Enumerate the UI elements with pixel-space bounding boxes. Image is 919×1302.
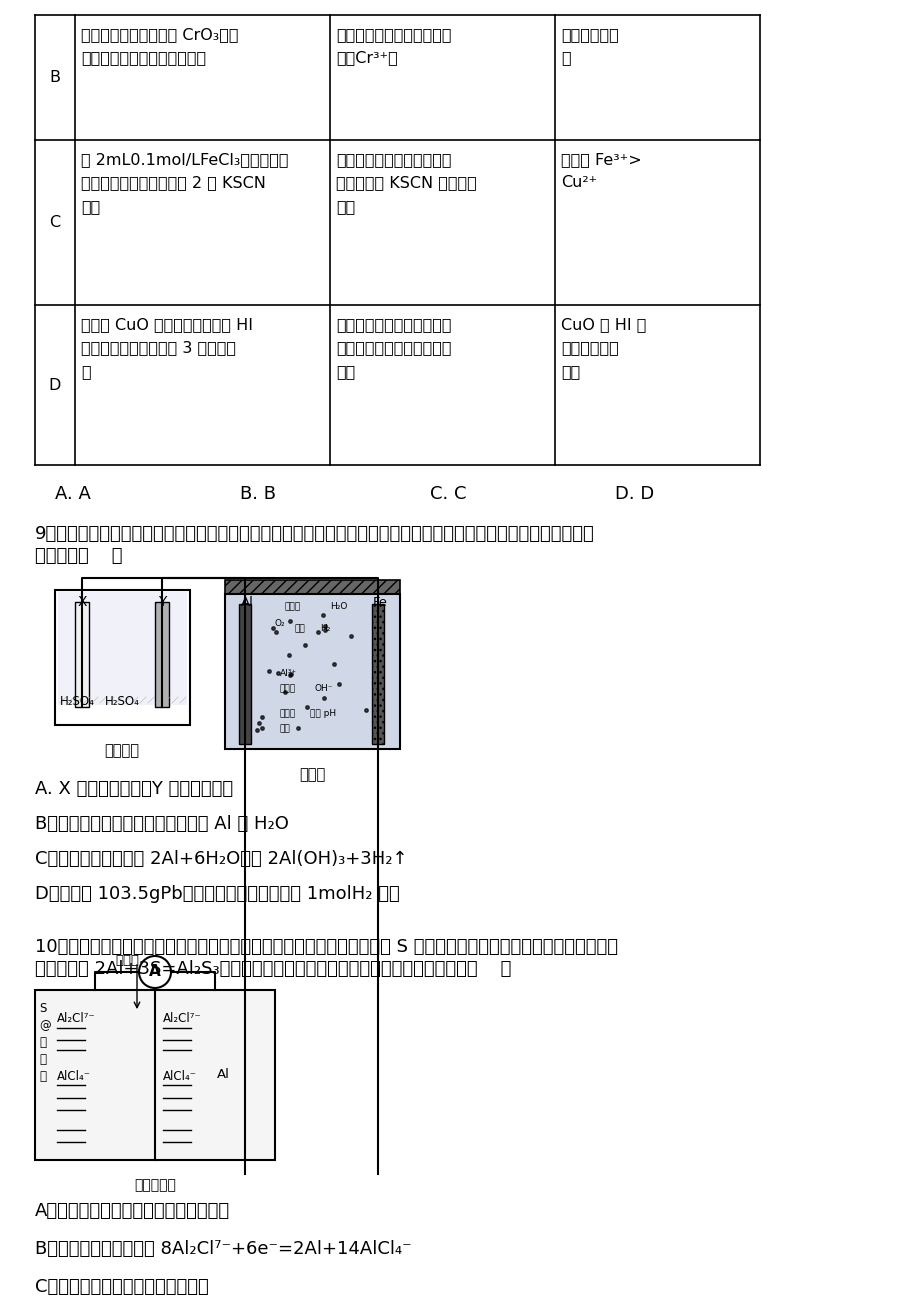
Text: O₂: O₂ <box>275 618 285 628</box>
Text: 污染物: 污染物 <box>279 710 296 717</box>
Text: 电解液: 电解液 <box>115 954 139 967</box>
Bar <box>75 602 89 707</box>
Text: Al³⁺: Al³⁺ <box>279 669 297 678</box>
Text: D: D <box>49 378 62 392</box>
Bar <box>225 594 400 749</box>
Text: 离子交换膜: 离子交换膜 <box>134 1178 176 1193</box>
Text: B．充电时，阴极反应为 8Al₂Cl⁷⁻+6e⁻=2Al+14AlCl₄⁻: B．充电时，阴极反应为 8Al₂Cl⁷⁻+6e⁻=2Al+14AlCl₄⁻ <box>35 1240 411 1258</box>
Bar <box>239 604 251 743</box>
Text: Al: Al <box>241 596 254 609</box>
Text: Fe: Fe <box>372 596 388 609</box>
Text: 固体有黑色变为白色，溶液
变为黄色，滴入淀粉后溶液
变蓝: 固体有黑色变为白色，溶液 变为黄色，滴入淀粉后溶液 变蓝 <box>335 316 451 379</box>
Bar <box>371 604 383 743</box>
Text: 9、某化学课外活动小组拟用铅蓄电池为直流电源，进行电絮凝净水的实验探究，设计的实验装置如图所示，下列叙述: 9、某化学课外活动小组拟用铅蓄电池为直流电源，进行电絮凝净水的实验探究，设计的实… <box>35 525 594 543</box>
Bar <box>55 590 190 725</box>
Text: 氧化性 Fe³⁺>
Cu²⁺: 氧化性 Fe³⁺> Cu²⁺ <box>561 152 641 190</box>
Text: A: A <box>149 965 161 979</box>
Text: 向 2mL0.1mol/LFeCl₃溶液中加入
铜粉，充分振荡，再加入 2 滴 KSCN
溶液: 向 2mL0.1mol/LFeCl₃溶液中加入 铜粉，充分振荡，再加入 2 滴 … <box>81 152 289 214</box>
Text: Y: Y <box>158 595 166 609</box>
Bar <box>154 602 169 707</box>
Bar <box>225 579 400 594</box>
Text: 污染物: 污染物 <box>285 602 301 611</box>
Text: S
@
多
孔
碳: S @ 多 孔 碳 <box>39 1003 51 1083</box>
Text: 污染物: 污染物 <box>279 684 296 693</box>
Text: 固体逐渐由桔红色变为浅绿
色（Cr³⁺）: 固体逐渐由桔红色变为浅绿 色（Cr³⁺） <box>335 27 451 65</box>
Text: 正确的是（    ）: 正确的是（ ） <box>35 547 122 565</box>
Text: C．电解池的总反应为 2Al+6H₂O电解 2Al(OH)₃+3H₂↑: C．电解池的总反应为 2Al+6H₂O电解 2Al(OH)₃+3H₂↑ <box>35 850 407 868</box>
Text: 电解池: 电解池 <box>299 767 324 783</box>
Text: B. B: B. B <box>240 486 276 503</box>
Bar <box>35 990 275 1160</box>
Text: 向装有经过硫酸处理的 CrO₃（桔
红色）的导管中吹入乙醇蒸气: 向装有经过硫酸处理的 CrO₃（桔 红色）的导管中吹入乙醇蒸气 <box>81 27 238 65</box>
Text: Al₂Cl⁷⁻: Al₂Cl⁷⁻ <box>163 1012 201 1025</box>
Text: H₂O: H₂O <box>330 602 347 611</box>
Circle shape <box>139 956 171 988</box>
Text: 铅蓄电池: 铅蓄电池 <box>105 743 140 758</box>
Text: C: C <box>50 215 61 230</box>
Text: 铜粉溶解，溶液由黄色变为
绿色，滴入 KSCN 溶液颜色
不变: 铜粉溶解，溶液由黄色变为 绿色，滴入 KSCN 溶液颜色 不变 <box>335 152 476 214</box>
Text: 电池反应为 2Al+3S=Al₂S₃，电极表面发生的变化如图所示。下列说法错误的是（    ）: 电池反应为 2Al+3S=Al₂S₃，电极表面发生的变化如图所示。下列说法错误的… <box>35 960 511 978</box>
Text: AlCl₄⁻: AlCl₄⁻ <box>163 1070 197 1083</box>
Text: 改变 pH: 改变 pH <box>310 710 335 717</box>
Text: C．放电时，溶液中离子的总数不变: C．放电时，溶液中离子的总数不变 <box>35 1279 209 1295</box>
Text: D. D: D. D <box>614 486 653 503</box>
Text: 向盛有 CuO 的试管中加入足量 HI
溶液，充分震荡后滴入 3 滴淀粉溶
液: 向盛有 CuO 的试管中加入足量 HI 溶液，充分震荡后滴入 3 滴淀粉溶 液 <box>81 316 253 379</box>
Text: X: X <box>77 595 86 609</box>
Text: OH⁻: OH⁻ <box>314 684 333 693</box>
Text: D．每消耗 103.5gPb，理论上电解池阴极上有 1molH₂ 生成: D．每消耗 103.5gPb，理论上电解池阴极上有 1molH₂ 生成 <box>35 885 400 904</box>
Text: 10、我国科学家研发一种低成本的铝硫二次电池，以铝箔和多孔碳包裹的 S 为电极材料，离子液体为电解液。放电时，: 10、我国科学家研发一种低成本的铝硫二次电池，以铝箔和多孔碳包裹的 S 为电极材… <box>35 937 618 956</box>
Text: AlCl₄⁻: AlCl₄⁻ <box>57 1070 91 1083</box>
Text: H₂SO₄: H₂SO₄ <box>60 695 95 708</box>
Text: H₂SO₄: H₂SO₄ <box>105 695 140 708</box>
Text: Al₂Cl⁷⁻: Al₂Cl⁷⁻ <box>57 1012 96 1025</box>
Text: 上浮: 上浮 <box>295 624 305 633</box>
Text: H₂: H₂ <box>320 624 330 633</box>
Text: 下沉: 下沉 <box>279 724 290 733</box>
Text: 乙醇具有还原
性: 乙醇具有还原 性 <box>561 27 618 65</box>
Bar <box>58 592 187 704</box>
Text: B: B <box>50 70 61 85</box>
Text: CuO 与 HI 发
生了氧化还原
反应: CuO 与 HI 发 生了氧化还原 反应 <box>561 316 646 379</box>
Text: Al: Al <box>216 1069 229 1082</box>
Text: A. A: A. A <box>55 486 91 503</box>
Text: B．电解池阳极上被氧化的还原剂有 Al 和 H₂O: B．电解池阳极上被氧化的还原剂有 Al 和 H₂O <box>35 815 289 833</box>
Text: A. X 电极质量减轻，Y 电极质量增加: A. X 电极质量减轻，Y 电极质量增加 <box>35 780 233 798</box>
Text: C. C: C. C <box>429 486 466 503</box>
Text: A．充电时，多孔碳电极连接电源的负极: A．充电时，多孔碳电极连接电源的负极 <box>35 1202 230 1220</box>
